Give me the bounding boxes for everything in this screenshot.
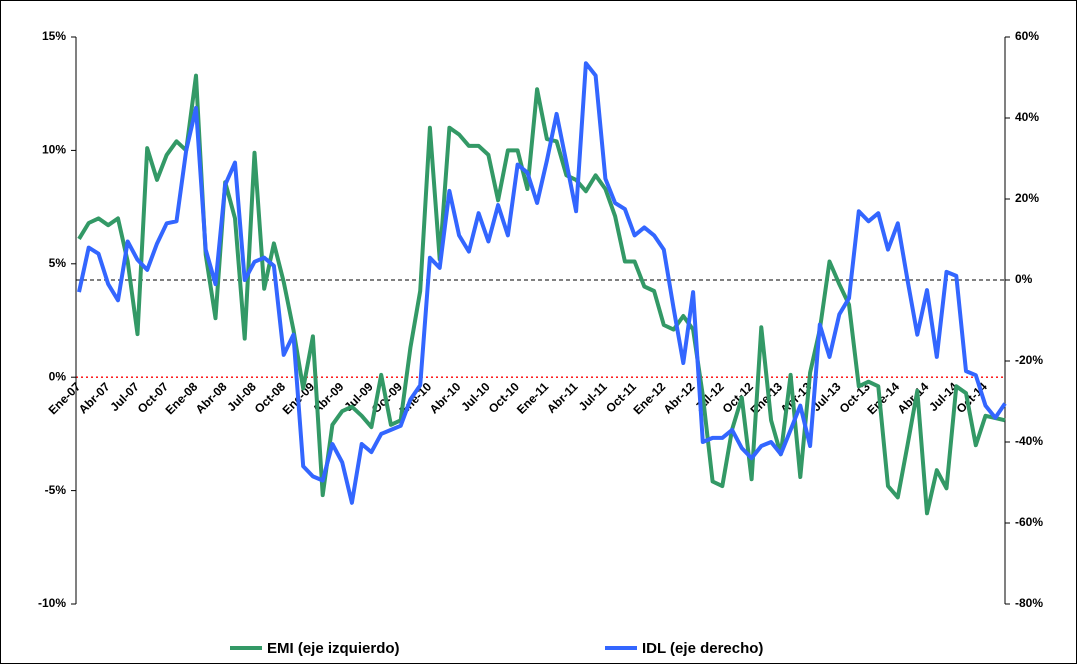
y2-tick-label: 20%: [1015, 191, 1039, 205]
y-tick-label: 0%: [49, 369, 67, 383]
y-tick-label: -5%: [45, 483, 67, 497]
y2-tick-label: -60%: [1015, 515, 1043, 529]
legend-label: IDL (eje derecho): [642, 640, 763, 657]
y2-tick-label: 40%: [1015, 110, 1039, 124]
y-tick-label: -10%: [38, 596, 66, 610]
legend: EMI (eje izquierdo) IDL (eje derecho): [230, 640, 763, 657]
y2-tick-label: 0%: [1015, 272, 1033, 286]
y2-tick-label: -20%: [1015, 353, 1043, 367]
y-tick-label: 15%: [42, 29, 66, 43]
y-tick-label: 5%: [49, 256, 67, 270]
series-line: [77, 61, 1007, 505]
legend-label: EMI (eje izquierdo): [267, 640, 400, 657]
series-line: [77, 73, 1006, 516]
y2-tick-label: -80%: [1015, 596, 1043, 610]
y2-tick-label: -40%: [1015, 434, 1043, 448]
y2-tick-label: 60%: [1015, 29, 1039, 43]
y-tick-label: 10%: [42, 143, 66, 157]
